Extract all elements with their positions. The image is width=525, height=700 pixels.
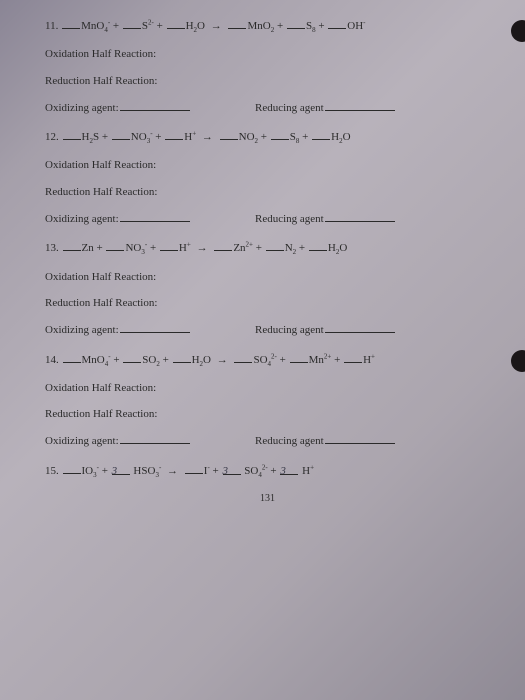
equation-12: 12. H2S + NO3- + H+ → NO2 + S8 + H2O [45, 129, 490, 146]
reduction-half-label: Reduction Half Reaction: [45, 407, 490, 421]
problem-12: 12. H2S + NO3- + H+ → NO2 + S8 + H2O Oxi… [45, 129, 490, 226]
reducing-agent-label: Reducing agent [255, 435, 324, 447]
problem-14: 14. MnO4- + SO2 + H2O → SO42- + Mn2+ + H… [45, 352, 490, 449]
equation-13: 13. Zn + NO3- + H+ → Zn2+ + N2 + H2O [45, 240, 490, 257]
oxidation-half-label: Oxidation Half Reaction: [45, 47, 490, 61]
handwritten-coef: 3 [112, 465, 118, 477]
handwritten-coef: 3 [280, 465, 286, 477]
problem-number: 12. [45, 131, 59, 143]
problem-number: 13. [45, 242, 59, 254]
problem-13: 13. Zn + NO3- + H+ → Zn2+ + N2 + H2O Oxi… [45, 240, 490, 337]
oxidation-half-label: Oxidation Half Reaction: [45, 270, 490, 284]
problem-11: 11. MnO4- + S2- + H2O → MnO2 + S8 + OH- … [45, 18, 490, 115]
equation-11: 11. MnO4- + S2- + H2O → MnO2 + S8 + OH- [45, 18, 490, 35]
problem-number: 11. [45, 20, 58, 32]
equation-14: 14. MnO4- + SO2 + H2O → SO42- + Mn2+ + H… [45, 352, 490, 369]
handwritten-coef: 3 [223, 465, 229, 477]
oxidizing-agent-label: Oxidizing agent: [45, 213, 119, 225]
reducing-agent-label: Reducing agent [255, 213, 324, 225]
reduction-half-label: Reduction Half Reaction: [45, 74, 490, 88]
problem-15: 15. IO3- + 3 HSO3- → I- + 3 SO42- + 3 H+ [45, 463, 490, 480]
oxidizing-agent-label: Oxidizing agent: [45, 435, 119, 447]
problem-number: 14. [45, 354, 59, 366]
reducing-agent-label: Reducing agent [255, 102, 324, 114]
problem-number: 15. [45, 465, 59, 477]
oxidation-half-label: Oxidation Half Reaction: [45, 381, 490, 395]
oxidizing-agent-label: Oxidizing agent: [45, 324, 119, 336]
page-number: 131 [45, 492, 490, 505]
reduction-half-label: Reduction Half Reaction: [45, 296, 490, 310]
reducing-agent-label: Reducing agent [255, 324, 324, 336]
reduction-half-label: Reduction Half Reaction: [45, 185, 490, 199]
equation-15: 15. IO3- + 3 HSO3- → I- + 3 SO42- + 3 H+ [45, 463, 490, 480]
oxidizing-agent-label: Oxidizing agent: [45, 102, 119, 114]
oxidation-half-label: Oxidation Half Reaction: [45, 158, 490, 172]
